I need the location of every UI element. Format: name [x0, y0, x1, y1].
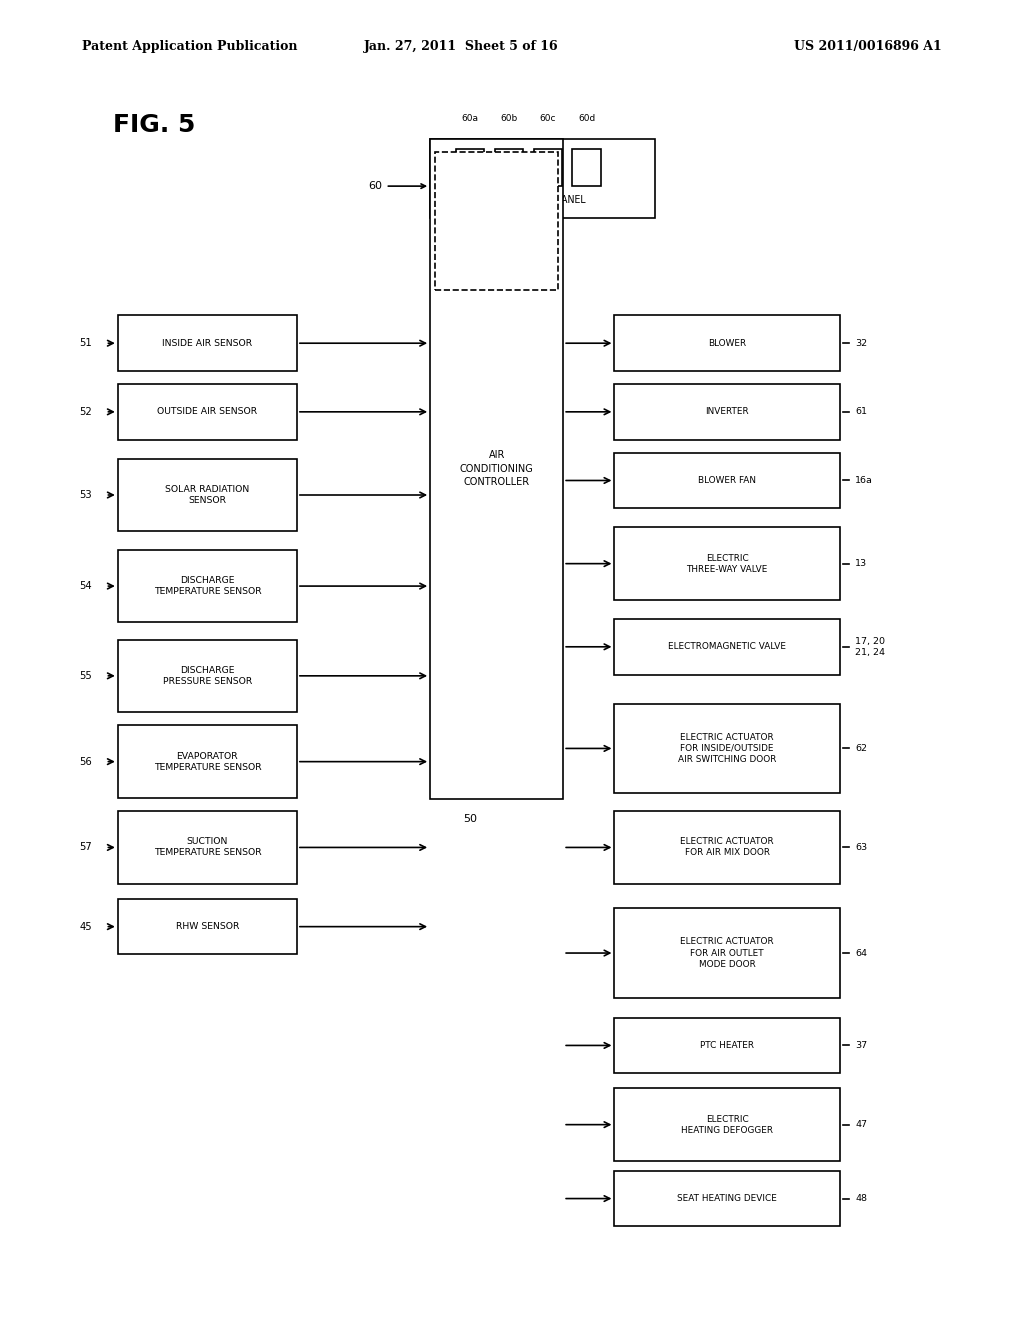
- FancyBboxPatch shape: [118, 549, 297, 622]
- FancyBboxPatch shape: [118, 315, 297, 371]
- FancyBboxPatch shape: [614, 1018, 840, 1073]
- Text: Patent Application Publication: Patent Application Publication: [82, 40, 297, 53]
- Text: 60d: 60d: [579, 114, 595, 123]
- Text: 53: 53: [80, 490, 92, 500]
- Text: Jan. 27, 2011  Sheet 5 of 16: Jan. 27, 2011 Sheet 5 of 16: [364, 40, 558, 53]
- Text: 55: 55: [80, 671, 92, 681]
- Text: EVAPORATOR
TEMPERATURE SENSOR: EVAPORATOR TEMPERATURE SENSOR: [154, 751, 261, 772]
- Text: 17, 20
21, 24: 17, 20 21, 24: [855, 638, 885, 656]
- Text: 61: 61: [855, 408, 867, 416]
- Text: 57: 57: [80, 842, 92, 853]
- FancyBboxPatch shape: [430, 139, 563, 799]
- FancyBboxPatch shape: [614, 1088, 840, 1162]
- FancyBboxPatch shape: [614, 619, 840, 675]
- FancyBboxPatch shape: [495, 149, 523, 186]
- FancyBboxPatch shape: [614, 453, 840, 508]
- Text: 52: 52: [80, 407, 92, 417]
- Text: PTC HEATER: PTC HEATER: [700, 1041, 754, 1049]
- Text: 37: 37: [855, 1041, 867, 1049]
- FancyBboxPatch shape: [614, 810, 840, 884]
- Text: 13: 13: [855, 560, 867, 568]
- Text: SEAT HEATING DEVICE: SEAT HEATING DEVICE: [677, 1195, 777, 1203]
- FancyBboxPatch shape: [435, 152, 558, 290]
- FancyBboxPatch shape: [430, 139, 655, 218]
- Text: BLOWER FAN: BLOWER FAN: [698, 477, 756, 484]
- Text: SOLAR RADIATION
SENSOR: SOLAR RADIATION SENSOR: [165, 484, 250, 506]
- Text: 45: 45: [80, 921, 92, 932]
- Text: 60: 60: [369, 181, 425, 191]
- Text: 60c: 60c: [540, 114, 556, 123]
- Text: 47: 47: [855, 1121, 867, 1129]
- FancyBboxPatch shape: [614, 315, 840, 371]
- FancyBboxPatch shape: [118, 726, 297, 797]
- Text: DISCHARGE
PRESSURE SENSOR: DISCHARGE PRESSURE SENSOR: [163, 665, 252, 686]
- Text: ELECTRIC
HEATING DEFOGGER: ELECTRIC HEATING DEFOGGER: [681, 1114, 773, 1135]
- Text: RHW SENSOR: RHW SENSOR: [176, 923, 239, 931]
- Text: AIR
CONDITIONING
CONTROLLER: AIR CONDITIONING CONTROLLER: [460, 450, 534, 487]
- FancyBboxPatch shape: [614, 908, 840, 998]
- FancyBboxPatch shape: [614, 1171, 840, 1226]
- Text: ELECTROMAGNETIC VALVE: ELECTROMAGNETIC VALVE: [668, 643, 786, 651]
- FancyBboxPatch shape: [534, 149, 562, 186]
- Text: ELECTRIC ACTUATOR
FOR AIR MIX DOOR: ELECTRIC ACTUATOR FOR AIR MIX DOOR: [680, 837, 774, 858]
- FancyBboxPatch shape: [456, 149, 484, 186]
- FancyBboxPatch shape: [118, 640, 297, 713]
- FancyBboxPatch shape: [118, 810, 297, 884]
- Text: 32: 32: [855, 339, 867, 347]
- Text: 64: 64: [855, 949, 867, 957]
- Text: INVERTER: INVERTER: [706, 408, 749, 416]
- Text: INSIDE AIR SENSOR: INSIDE AIR SENSOR: [162, 339, 253, 347]
- Text: 60a: 60a: [462, 114, 478, 123]
- Text: SUCTION
TEMPERATURE SENSOR: SUCTION TEMPERATURE SENSOR: [154, 837, 261, 858]
- Text: ELECTRIC
THREE-WAY VALVE: ELECTRIC THREE-WAY VALVE: [686, 553, 768, 574]
- Text: 16a: 16a: [855, 477, 872, 484]
- Text: ELECTRIC ACTUATOR
FOR AIR OUTLET
MODE DOOR: ELECTRIC ACTUATOR FOR AIR OUTLET MODE DO…: [680, 937, 774, 969]
- FancyBboxPatch shape: [118, 458, 297, 531]
- Text: OUTSIDE AIR SENSOR: OUTSIDE AIR SENSOR: [158, 408, 257, 416]
- FancyBboxPatch shape: [118, 384, 297, 440]
- Text: BLOWER: BLOWER: [708, 339, 746, 347]
- FancyBboxPatch shape: [614, 704, 840, 793]
- FancyBboxPatch shape: [614, 384, 840, 440]
- Text: 54: 54: [80, 581, 92, 591]
- Text: 63: 63: [855, 843, 867, 851]
- FancyBboxPatch shape: [572, 149, 601, 186]
- Text: OPERATION PANEL: OPERATION PANEL: [500, 194, 586, 205]
- Text: FIG. 5: FIG. 5: [113, 114, 195, 137]
- Text: 50a: 50a: [440, 152, 460, 162]
- FancyBboxPatch shape: [118, 899, 297, 954]
- Text: 51: 51: [80, 338, 92, 348]
- Text: 56: 56: [80, 756, 92, 767]
- Text: 62: 62: [855, 744, 867, 752]
- Text: 60b: 60b: [501, 114, 517, 123]
- Text: ELECTRIC ACTUATOR
FOR INSIDE/OUTSIDE
AIR SWITCHING DOOR: ELECTRIC ACTUATOR FOR INSIDE/OUTSIDE AIR…: [678, 733, 776, 764]
- Text: 48: 48: [855, 1195, 867, 1203]
- Text: 50: 50: [463, 814, 477, 825]
- Text: DISCHARGE
TEMPERATURE SENSOR: DISCHARGE TEMPERATURE SENSOR: [154, 576, 261, 597]
- FancyBboxPatch shape: [614, 527, 840, 599]
- Text: US 2011/0016896 A1: US 2011/0016896 A1: [795, 40, 942, 53]
